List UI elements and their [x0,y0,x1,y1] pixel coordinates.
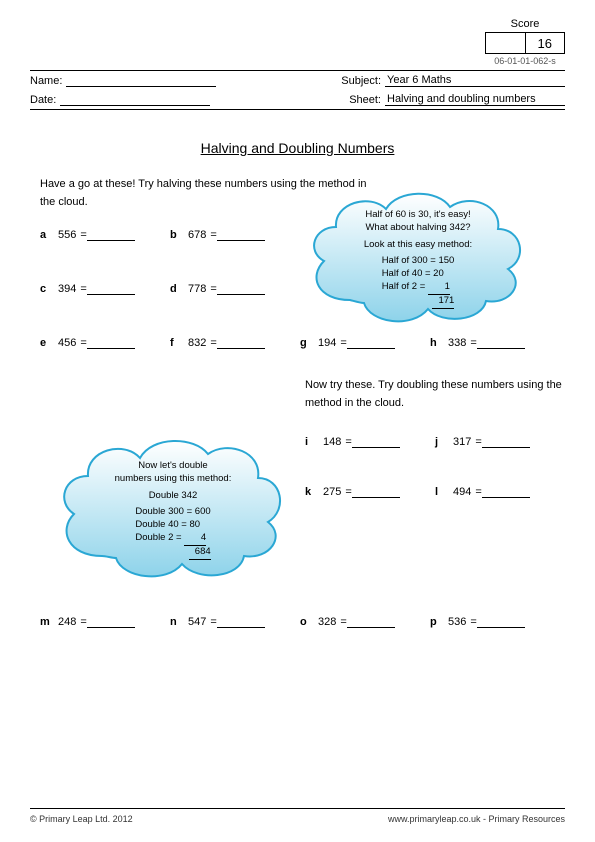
name-label: Name: [30,75,62,87]
answer-b[interactable] [217,229,265,241]
question-c: c394 = [40,283,170,295]
question-d: d778 = [170,283,300,295]
cloud1-calc3-val: 1 [428,281,450,295]
question-row-ij: i148 = j317 = [305,436,565,448]
question-row-kl: k275 = l494 = [305,486,565,498]
question-f: f832 = [170,337,300,349]
cloud1-calc2: Half of 40 = 20 [382,268,455,281]
answer-m[interactable] [87,616,135,628]
question-p: p536 = [430,616,560,628]
date-field[interactable] [60,93,210,106]
subject-value: Year 6 Maths [385,74,565,87]
cloud1-calc1: Half of 300 = 150 [382,255,455,268]
cloud2-line1: Now let's double [86,460,260,473]
answer-j[interactable] [482,436,530,448]
score-label: Score [485,18,565,30]
cloud1-calc3-label: Half of 2 = [382,281,426,292]
question-h: h338 = [430,337,560,349]
answer-o[interactable] [347,616,395,628]
sheet-id: 06-01-01-062-s [485,56,565,66]
cloud-halving: Half of 60 is 30, it's easy! What about … [300,185,530,330]
answer-l[interactable] [482,486,530,498]
score-empty [486,33,526,53]
cloud1-line2: What about halving 342? [336,222,500,235]
answer-e[interactable] [87,337,135,349]
cloud-doubling-content: Now let's double numbers using this meth… [50,432,290,570]
answer-g[interactable] [347,337,395,349]
sheet-label: Sheet: [349,94,381,106]
question-b: b678 = [170,229,300,241]
question-k: k275 = [305,486,435,498]
cloud-doubling: Now let's double numbers using this meth… [50,432,290,587]
cloud2-calc1: Double 300 = 600 [135,506,210,519]
question-g: g194 = [300,337,430,349]
question-row-efgh: e456 = f832 = g194 = h338 = [30,337,565,349]
cloud-halving-content: Half of 60 is 30, it's easy! What about … [300,185,530,319]
subject-label: Subject: [341,75,381,87]
header-row-2: Date: Sheet: Halving and doubling number… [30,90,565,110]
answer-f[interactable] [217,337,265,349]
cloud1-line3: Look at this easy method: [336,239,500,252]
cloud1-line1: Half of 60 is 30, it's easy! [336,209,500,222]
cloud2-calc2: Double 40 = 80 [135,519,210,532]
answer-p[interactable] [477,616,525,628]
answer-a[interactable] [87,229,135,241]
answer-h[interactable] [477,337,525,349]
answer-d[interactable] [217,283,265,295]
sheet-value: Halving and doubling numbers [385,93,565,106]
question-a: a556 = [40,229,170,241]
question-j: j317 = [435,436,565,448]
name-field[interactable] [66,74,216,87]
date-label: Date: [30,94,56,106]
question-o: o328 = [300,616,430,628]
footer-right: www.primaryleap.co.uk - Primary Resource… [388,814,565,824]
cloud2-calc3-val: 4 [184,532,206,546]
question-i: i148 = [305,436,435,448]
question-m: m248 = [40,616,170,628]
cloud1-total: 171 [432,295,454,309]
footer: © Primary Leap Ltd. 2012 www.primaryleap… [30,808,565,824]
answer-n[interactable] [217,616,265,628]
cloud2-line3: Double 342 [86,490,260,503]
question-e: e456 = [40,337,170,349]
header-row-1: Name: Subject: Year 6 Maths [30,71,565,90]
question-row-mnop: m248 = n547 = o328 = p536 = [30,616,565,628]
cloud2-total: 684 [189,546,211,560]
answer-k[interactable] [352,486,400,498]
answer-c[interactable] [87,283,135,295]
instruction-2: Now try these. Try doubling these number… [305,377,565,412]
question-n: n547 = [170,616,300,628]
page-title: Halving and Doubling Numbers [30,140,565,156]
cloud2-line2: numbers using this method: [86,473,260,486]
score-area: Score 16 06-01-01-062-s [485,18,565,66]
answer-i[interactable] [352,436,400,448]
question-l: l494 = [435,486,565,498]
score-box: 16 [485,32,565,54]
cloud2-calc3-label: Double 2 = [135,532,181,543]
footer-left: © Primary Leap Ltd. 2012 [30,814,133,824]
score-value: 16 [526,33,565,53]
